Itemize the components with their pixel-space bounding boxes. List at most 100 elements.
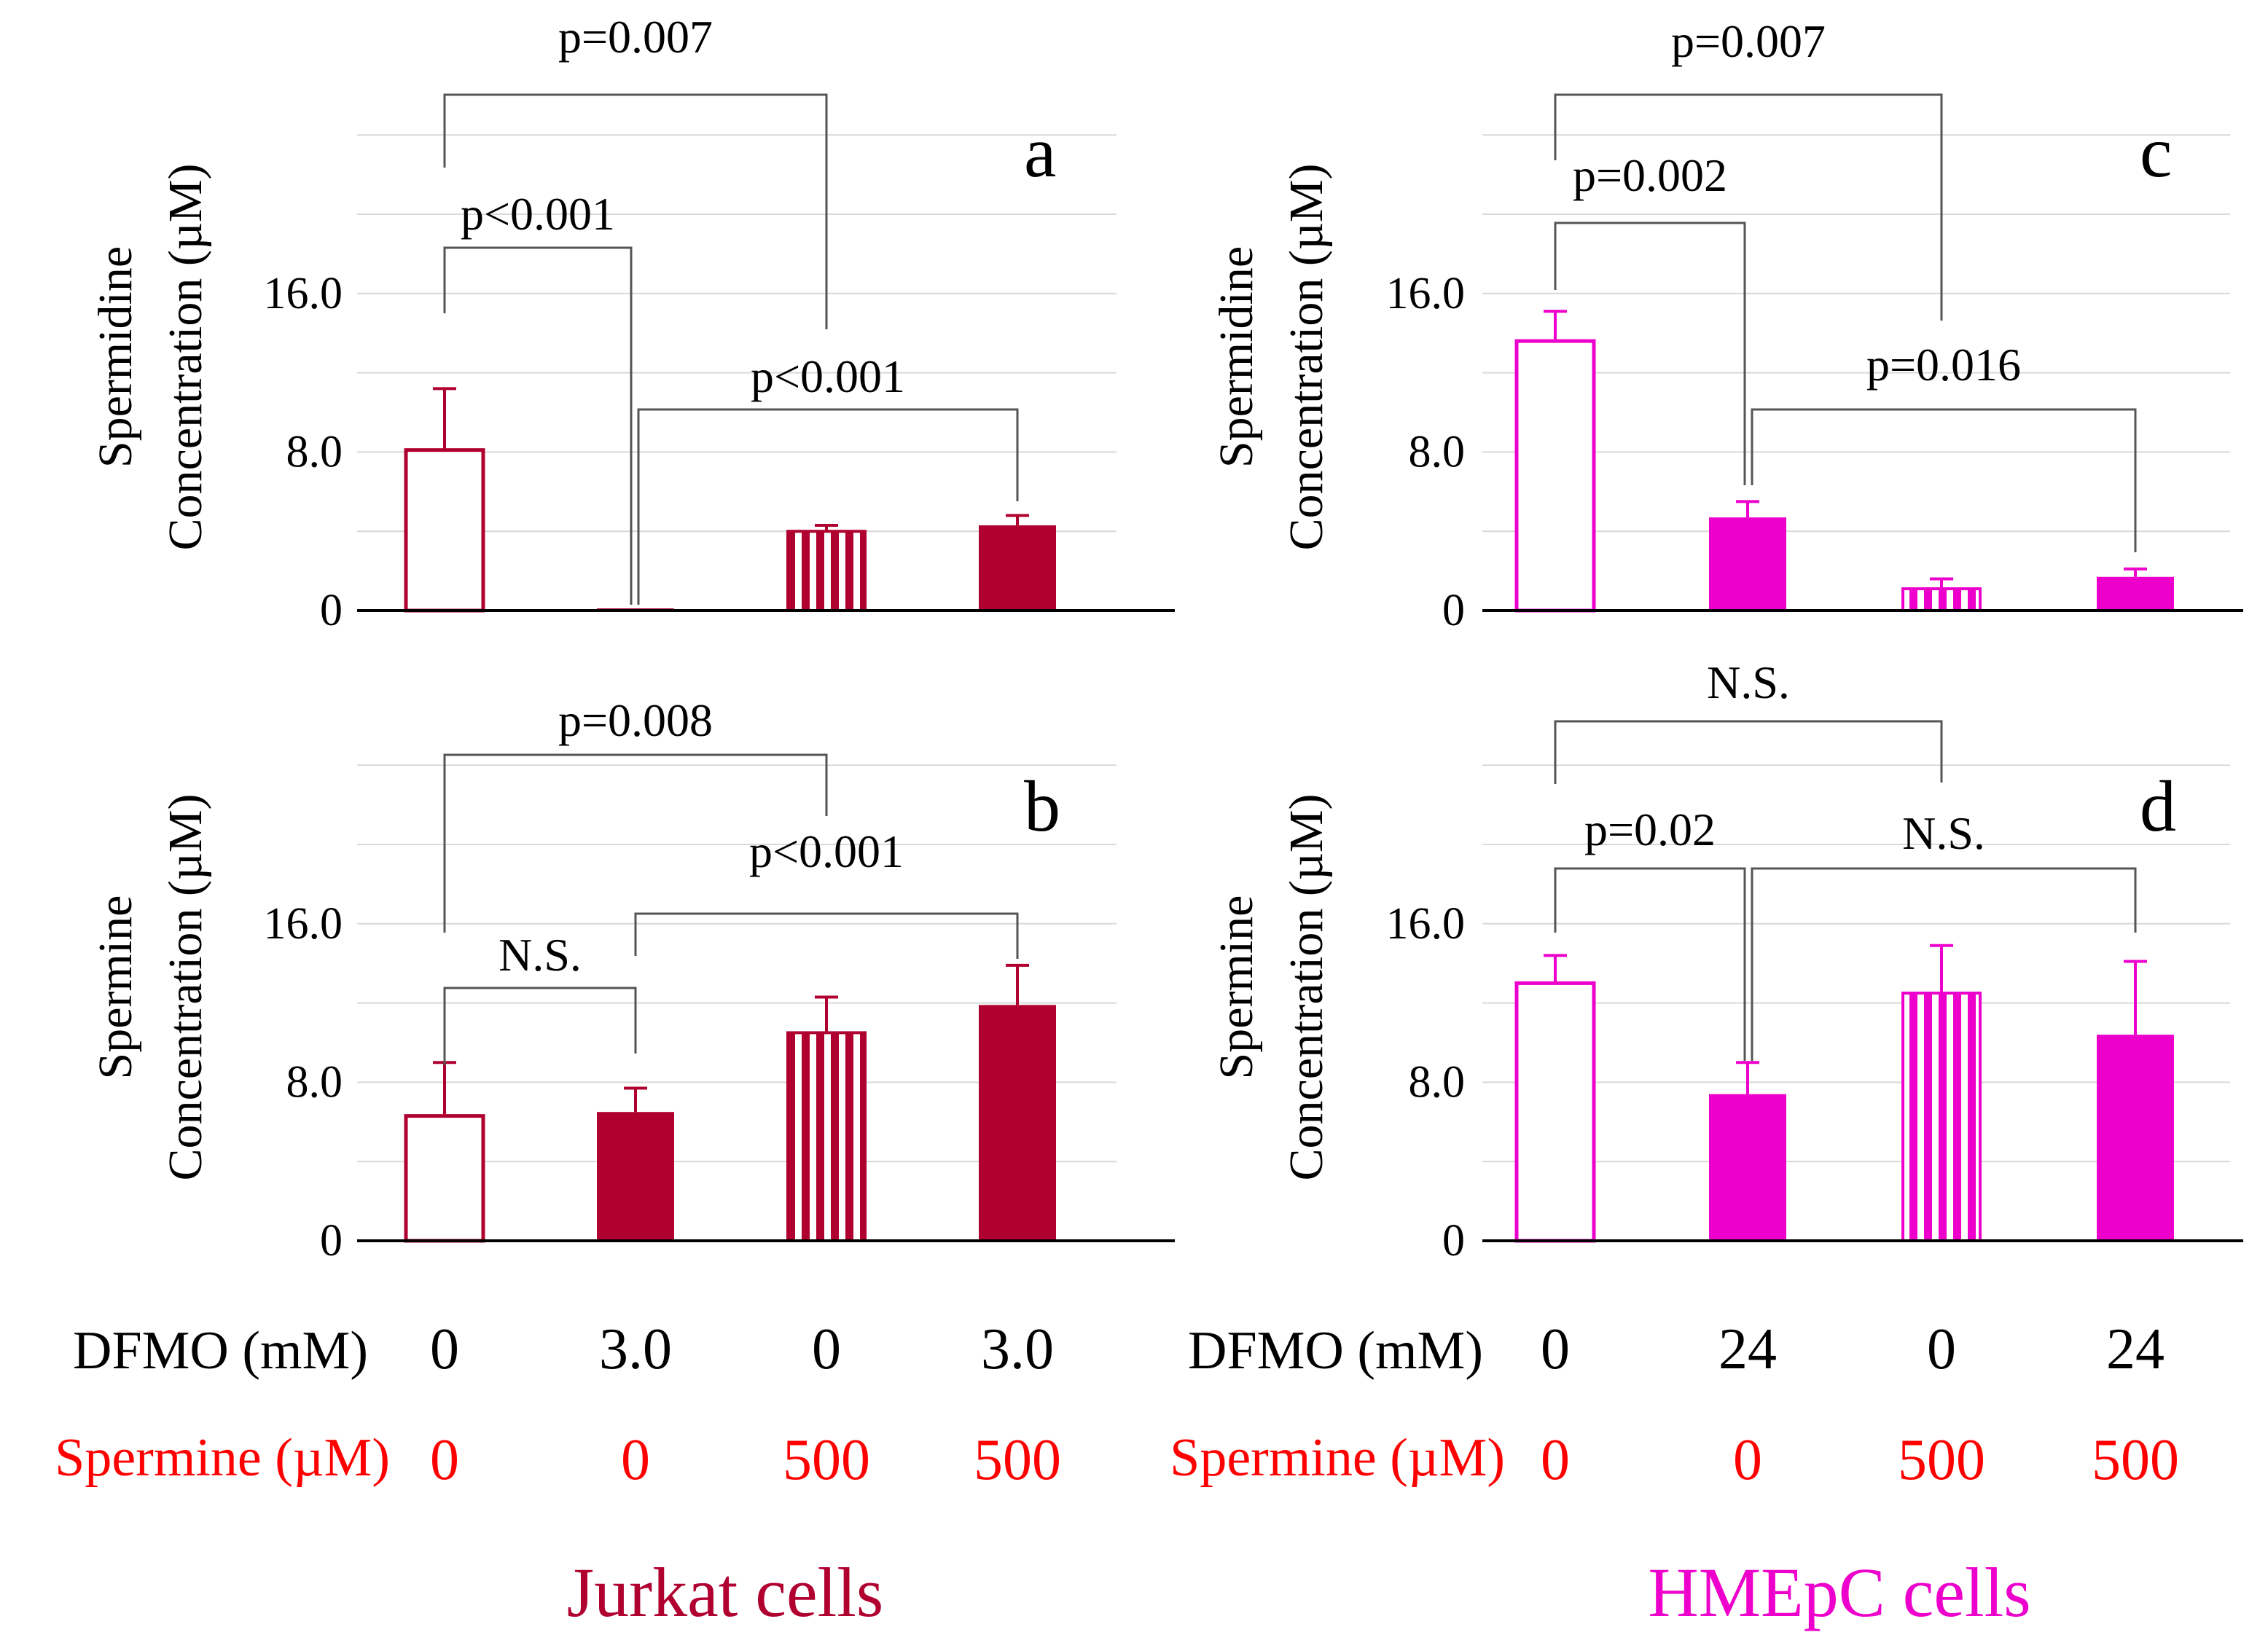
panel-a-bars (404, 387, 1056, 613)
panel-d-letter: d (2140, 766, 2176, 847)
panel-a-ylabel-line2: Concentration (µM) (159, 163, 212, 550)
bar-solid (979, 1005, 1056, 1241)
panel-d-ylabel-line2: Concentration (µM) (1280, 793, 1333, 1180)
dfmo-row-label: DFMO (mM) (73, 1321, 368, 1381)
bar-striped (1901, 992, 1982, 1242)
p-value-label: p<0.001 (749, 825, 904, 877)
significance-bracket (443, 753, 828, 933)
significance-bracket (637, 408, 1019, 605)
dfmo-value: 3.0 (599, 1317, 672, 1381)
y-tick-label: 8.0 (286, 1057, 343, 1107)
spermine-value: 0 (430, 1428, 459, 1492)
y-tick-label: 0 (320, 586, 343, 635)
p-value-label: p=0.007 (558, 11, 713, 63)
panel-c-bars (1514, 310, 2174, 613)
cell-line-title-hmepc: HMEpC cells (1648, 1553, 2030, 1631)
p-value-label: N.S. (1902, 807, 1985, 859)
bar-solid (1709, 517, 1786, 611)
panel-d: 0 8.0 16.0 N.S. p=0.02 N.S. Spermine Concent… (1210, 656, 2243, 1266)
y-tick-label: 0 (320, 1216, 343, 1266)
y-tick-label: 16.0 (1386, 899, 1466, 949)
panel-a-letter: a (1024, 111, 1056, 192)
bar-open (404, 1114, 485, 1243)
panel-b-ylabel-line2: Concentration (µM) (159, 793, 212, 1180)
panel-d-gridlines (1482, 764, 2230, 1163)
panel-a-y-ticks: 0 8.0 16.0 (264, 269, 343, 635)
dfmo-value: 0 (1541, 1317, 1570, 1381)
dfmo-row-label: DFMO (mM) (1188, 1321, 1483, 1381)
bar-solid (2097, 576, 2174, 611)
panel-b-brackets: p=0.008 N.S. p<0.001 (443, 694, 1019, 1065)
bar-striped (786, 530, 867, 613)
conditions-hmepc: DFMO (mM) 0 24 0 24 Spermine (µM) 0 0 50… (1170, 1317, 2179, 1492)
bar-solid (597, 1112, 674, 1241)
significance-bracket (443, 246, 633, 605)
panel-b-y-ticks: 0 8.0 16.0 (264, 899, 343, 1266)
panel-a-brackets: p=0.007 p<0.001 p<0.001 (443, 11, 1019, 605)
dfmo-value: 3.0 (981, 1317, 1054, 1381)
panel-c-ylabel-line1: Spermidine (1210, 246, 1263, 468)
panel-d-bars (1514, 944, 2174, 1243)
panel-c-brackets: p=0.007 p=0.002 p=0.016 (1554, 15, 2137, 552)
panel-b-ylabel-line1: Spermine (89, 895, 142, 1080)
y-tick-label: 0 (1442, 586, 1465, 635)
y-tick-label: 16.0 (1386, 269, 1466, 318)
significance-bracket (634, 912, 1019, 959)
panel-c: 0 8.0 16.0 p=0.007 p=0.002 p=0.016 Spermidin… (1210, 15, 2243, 635)
panel-d-y-ticks: 0 8.0 16.0 (1386, 899, 1466, 1266)
panel-d-ylabel-line1: Spermine (1210, 895, 1263, 1080)
significance-bracket (443, 93, 828, 329)
spermine-value: 0 (1733, 1428, 1762, 1492)
panel-c-gridlines (1482, 134, 2230, 533)
spermine-value: 500 (974, 1428, 1061, 1492)
panel-c-y-ticks: 0 8.0 16.0 (1386, 269, 1466, 635)
conditions-jurkat: DFMO (mM) 0 3.0 0 3.0 Spermine (µM) 0 0 … (55, 1317, 1061, 1492)
panel-b: 0 8.0 16.0 p=0.008 N.S. p<0.001 Spermine Con… (89, 694, 1175, 1266)
bar-open (404, 448, 485, 613)
significance-bracket (1554, 93, 1943, 321)
p-value-label: p=0.02 (1584, 804, 1716, 855)
significance-bracket (1554, 221, 1746, 485)
panel-b-bars (404, 963, 1056, 1243)
p-value-label: N.S. (1707, 656, 1790, 708)
panel-c-ylabel-line2: Concentration (µM) (1280, 163, 1333, 550)
bar-striped (786, 1031, 867, 1243)
spermine-value: 500 (2092, 1428, 2179, 1492)
p-value-label: p<0.001 (751, 350, 905, 402)
bar-striped (1901, 587, 1982, 613)
dfmo-value: 24 (1718, 1317, 1777, 1381)
y-tick-label: 8.0 (1409, 427, 1466, 477)
significance-bracket (443, 987, 637, 1065)
panel-b-letter: b (1024, 766, 1060, 847)
dfmo-value: 0 (430, 1317, 459, 1381)
spermine-value: 500 (783, 1428, 870, 1492)
spermine-row-label: Spermine (µM) (55, 1428, 390, 1488)
dfmo-value: 24 (2106, 1317, 2165, 1381)
significance-bracket (1554, 720, 1943, 784)
panel-a: 0 8.0 16.0 p=0.007 p<0.001 p<0.001 Spermidin… (89, 11, 1175, 635)
panel-d-brackets: N.S. p=0.02 N.S. (1554, 656, 2137, 1061)
y-tick-label: 16.0 (264, 899, 343, 949)
significance-bracket (1751, 408, 2137, 552)
bar-solid (979, 525, 1056, 611)
bar-solid (1709, 1094, 1786, 1241)
y-tick-label: 8.0 (1409, 1057, 1466, 1107)
p-value-label: p=0.002 (1573, 149, 1727, 201)
spermine-row-label: Spermine (µM) (1170, 1428, 1505, 1488)
y-tick-label: 16.0 (264, 269, 343, 318)
y-tick-label: 0 (1442, 1216, 1465, 1266)
p-value-label: p<0.001 (461, 188, 615, 240)
panel-a-ylabel-line1: Spermidine (89, 246, 142, 468)
dfmo-value: 0 (812, 1317, 841, 1381)
significance-bracket (1554, 867, 1746, 1061)
spermine-value: 0 (621, 1428, 650, 1492)
dfmo-value: 0 (1927, 1317, 1956, 1381)
significance-bracket (1751, 867, 2137, 1061)
cell-line-title-jurkat: Jurkat cells (567, 1553, 884, 1631)
p-value-label: p=0.008 (558, 694, 713, 746)
spermine-value: 500 (1898, 1428, 1985, 1492)
p-value-label: p=0.016 (1866, 339, 2021, 391)
y-tick-label: 8.0 (286, 427, 343, 477)
bar-open (1514, 339, 1596, 613)
